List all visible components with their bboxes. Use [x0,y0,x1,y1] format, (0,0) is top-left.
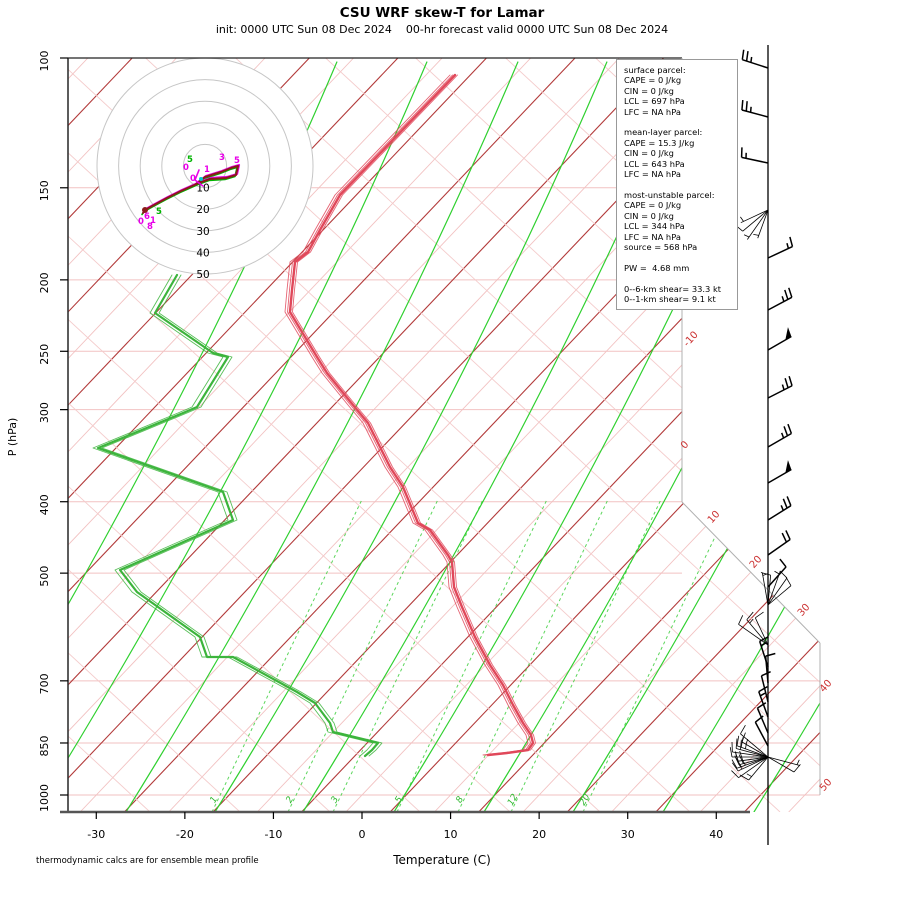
wind-barbs [729,45,801,845]
svg-text:40: 40 [196,247,209,259]
svg-text:0: 0 [190,174,196,184]
svg-text:300: 300 [38,402,51,423]
svg-text:0: 0 [359,828,366,841]
svg-text:8: 8 [455,795,467,805]
svg-text:500: 500 [38,566,51,587]
svg-text:10: 10 [706,509,723,526]
svg-text:0: 0 [138,217,144,227]
svg-text:30: 30 [796,602,813,619]
info-line [624,179,733,189]
svg-text:1: 1 [204,165,210,175]
info-line: mean-layer parcel: [624,127,703,138]
profile-traces [92,73,536,758]
svg-text:-10: -10 [264,828,282,841]
info-line: CAPE = 0 J/kg [624,200,682,211]
svg-text:20: 20 [196,204,209,216]
info-line: LCL = 697 hPa [624,96,685,107]
parcel-info-box: surface parcel: CAPE = 0 J/kg CIN = 0 J/kg… [616,59,738,311]
info-line [624,273,733,283]
info-line: LCL = 643 hPa [624,158,685,169]
svg-text:-20: -20 [176,828,194,841]
svg-text:40: 40 [709,828,723,841]
info-line: source = 568 hPa [624,241,698,252]
svg-text:P (hPa): P (hPa) [6,418,19,457]
svg-text:5: 5 [156,207,162,217]
svg-text:100: 100 [38,51,51,72]
svg-text:250: 250 [38,344,51,365]
svg-text:3: 3 [219,153,225,163]
svg-text:1: 1 [209,795,221,805]
info-line: CIN = 0 J/kg [624,210,674,221]
page-title: CSU WRF skew-T for Lamar [339,5,545,21]
svg-text:0: 0 [679,439,691,451]
svg-text:10: 10 [196,183,209,195]
info-line: most-unstable parcel: [624,189,715,200]
init-valid-subtitle: init: 0000 UTC Sun 08 Dec 2024 00-hr for… [215,23,669,36]
svg-text:700: 700 [38,673,51,694]
info-line: CIN = 0 J/kg [624,85,674,96]
info-line [624,252,733,262]
svg-text:2: 2 [285,795,297,805]
svg-text:20: 20 [748,554,765,571]
svg-text:3: 3 [330,795,342,805]
x-axis-title: Temperature (C) [393,853,491,867]
svg-text:0: 0 [183,163,189,173]
svg-text:200: 200 [38,272,51,293]
footer-note: thermodynamic calcs are for ensemble mea… [36,856,259,866]
svg-text:10: 10 [444,828,458,841]
svg-text:5: 5 [187,155,193,165]
svg-text:30: 30 [196,226,209,238]
svg-text:6: 6 [144,212,150,222]
info-line: surface parcel: [624,65,686,75]
info-line: CIN = 0 J/kg [624,148,674,159]
info-line: PW = 4.68 mm [624,262,690,273]
svg-text:8: 8 [147,222,153,232]
svg-text:5: 5 [234,156,240,166]
info-line: 0--1-km shear= 9.1 kt [624,293,716,304]
info-line: 0--6-km shear= 33.3 kt [624,283,722,294]
svg-text:5: 5 [394,795,406,805]
svg-text:-30: -30 [87,828,105,841]
info-line: LCL = 344 hPa [624,221,685,232]
svg-text:1000: 1000 [38,784,51,812]
info-line: CAPE = 0 J/kg [624,75,682,86]
info-line: LFC = NA hPa [624,231,681,242]
info-line: LFC = NA hPa [624,169,681,180]
svg-text:400: 400 [38,494,51,515]
info-line: CAPE = 15.3 J/kg [624,137,695,148]
svg-text:1: 1 [150,216,156,226]
svg-text:30: 30 [621,828,635,841]
svg-text:-10: -10 [682,330,701,350]
svg-text:850: 850 [38,735,51,756]
svg-text:150: 150 [38,180,51,201]
svg-text:20: 20 [532,828,546,841]
info-line: LFC = NA hPa [624,106,681,117]
info-line [624,117,733,127]
svg-text:50: 50 [196,269,209,281]
